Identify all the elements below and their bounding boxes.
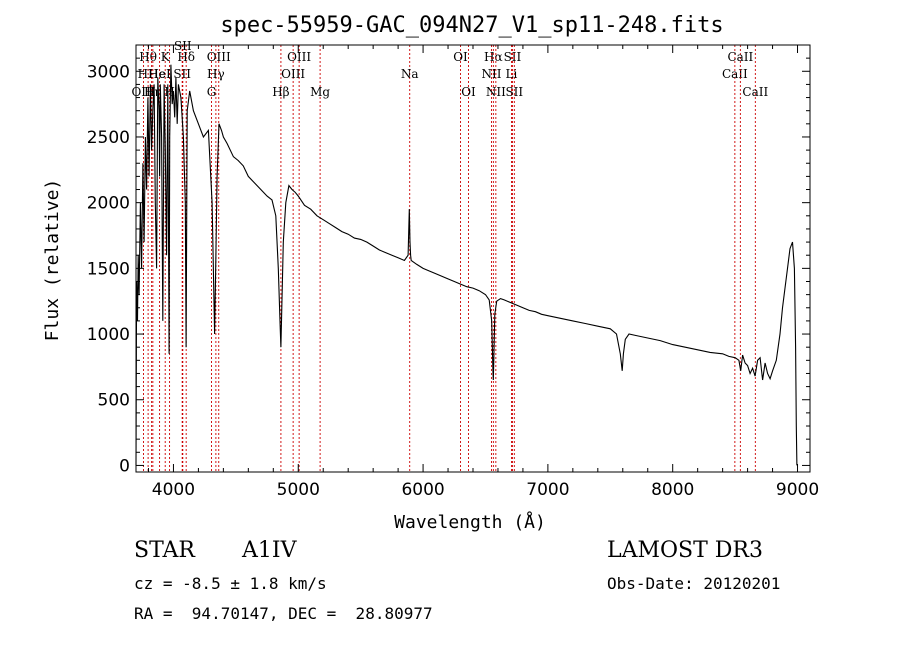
x-tick-label: 9000 <box>776 480 819 500</box>
line-marker-label: K <box>161 50 171 64</box>
line-marker-label: SII <box>505 85 523 99</box>
axis-ticks: 4000 5000 6000 7000 8000 9000 0 500 1000 1500 2000… <box>87 45 819 500</box>
y-tick-label: 0 <box>119 456 130 476</box>
line-marker-label: Mg <box>310 85 330 99</box>
survey-label: LAMOST DR3 <box>607 538 763 563</box>
line-marker-label: Hδ <box>177 50 195 64</box>
line-marker-label: Li <box>506 67 518 81</box>
line-marker-label: Hβ <box>272 85 289 99</box>
line-marker-label: SII <box>174 39 192 53</box>
y-tick-label: 1000 <box>87 325 130 345</box>
spectrum-line <box>135 64 798 466</box>
line-marker-label: NII <box>481 67 501 81</box>
y-tick-label: 500 <box>98 391 130 411</box>
x-tick-label: 5000 <box>277 480 320 500</box>
line-marker-label: Hα <box>484 50 503 64</box>
object-subclass: A1IV <box>242 538 297 563</box>
line-marker-label: OIII <box>287 50 311 64</box>
line-marker-label: CaII <box>722 67 748 81</box>
x-tick-label: 7000 <box>526 480 569 500</box>
line-marker-label: G <box>207 85 217 99</box>
y-axis-label: Flux (relative) <box>42 179 63 342</box>
line-marker-label: OIII <box>207 50 231 64</box>
x-tick-label: 6000 <box>401 480 444 500</box>
x-tick-label: 8000 <box>651 480 694 500</box>
line-marker-label: OIII <box>281 67 305 81</box>
line-marker-label: Na <box>401 67 419 81</box>
chart-title: spec-55959-GAC_094N27_V1_sp11-248.fits <box>220 13 723 38</box>
redshift-cz: cz = -8.5 ± 1.8 km/s <box>134 574 327 593</box>
line-marker-label: Hγ <box>207 67 225 81</box>
line-marker-label: NII <box>486 85 506 99</box>
line-marker-label: SII <box>504 50 522 64</box>
line-marker-label: OI <box>461 85 476 99</box>
coordinates: RA = 94.70147, DEC = 28.80977 <box>134 604 433 623</box>
line-marker-label: HHe <box>138 67 166 81</box>
plot-frame <box>135 44 811 473</box>
object-class: STAR <box>134 538 195 563</box>
y-tick-label: 2000 <box>87 194 130 214</box>
line-marker-label: SII <box>173 67 191 81</box>
line-marker-label: CaII <box>727 50 753 64</box>
y-tick-label: 3000 <box>87 62 130 82</box>
x-tick-label: 4000 <box>152 480 195 500</box>
line-marker-label: CaII <box>742 85 768 99</box>
line-marker-label: HeI <box>148 67 171 81</box>
line-marker-label: OI <box>453 50 468 64</box>
obs-date: Obs-Date: 20120201 <box>607 574 781 593</box>
line-marker-label: Hθ <box>139 50 157 64</box>
x-axis-label: Wavelength (Å) <box>394 511 546 533</box>
y-tick-label: 2500 <box>87 128 130 148</box>
line-marker-label: H <box>164 85 174 99</box>
y-tick-label: 1500 <box>87 259 130 279</box>
